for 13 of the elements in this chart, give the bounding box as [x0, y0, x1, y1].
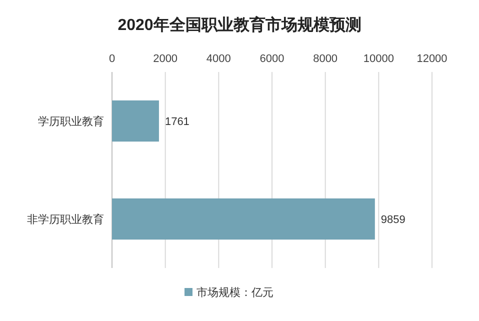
- x-tick-label: 12000: [416, 53, 448, 65]
- x-tick-label: 2000: [153, 53, 178, 65]
- legend-label: 市场规模：亿元: [196, 286, 274, 299]
- data-label: 9859: [380, 214, 406, 226]
- x-tick-label: 6000: [260, 53, 284, 65]
- y-tick-label: 非学历职业教育: [27, 213, 104, 226]
- y-tick-label: 学历职业教育: [38, 115, 104, 128]
- x-tick-label: 4000: [206, 53, 231, 65]
- x-tick-label: 8000: [313, 53, 338, 65]
- chart-title: 2020年全国职业教育市场规模预测: [118, 15, 362, 34]
- x-tick-label: 0: [108, 53, 116, 65]
- data-label: 1761: [164, 116, 190, 128]
- x-tick-label: 10000: [363, 53, 394, 65]
